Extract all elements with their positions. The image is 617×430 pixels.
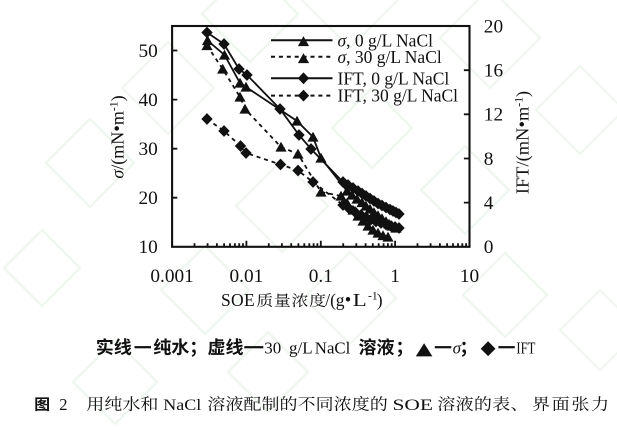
svg-text:σ: σ [453, 339, 462, 358]
svg-text:30: 30 [264, 339, 281, 358]
svg-text:10: 10 [139, 237, 158, 258]
svg-text:IFT: IFT [516, 339, 535, 358]
svg-text:50: 50 [139, 41, 158, 62]
svg-text:40: 40 [139, 90, 158, 111]
svg-text:SOE: SOE [393, 397, 434, 414]
svg-text:-1: -1 [368, 291, 378, 303]
svg-text:0.001: 0.001 [150, 266, 193, 287]
svg-text:12: 12 [484, 105, 503, 126]
svg-text:σ, 30 g/L NaCl: σ, 30 g/L NaCl [338, 47, 442, 67]
svg-text:IFT/(mN•m-1): IFT/(mN•m-1) [513, 91, 534, 194]
svg-text:g: g [336, 290, 345, 310]
svg-text:IFT, 0 g/L NaCl: IFT, 0 g/L NaCl [338, 68, 450, 88]
svg-text:0.1: 0.1 [309, 266, 333, 287]
svg-text:): ) [377, 290, 383, 310]
svg-text:4: 4 [484, 193, 494, 214]
svg-text:0.01: 0.01 [230, 266, 264, 287]
svg-text:20: 20 [139, 188, 158, 209]
svg-text:/(: /( [325, 290, 336, 310]
svg-text:L: L [353, 290, 367, 310]
svg-text:NaCl: NaCl [163, 397, 201, 414]
svg-text:8: 8 [484, 149, 494, 170]
svg-text:SOE: SOE [221, 290, 255, 310]
svg-text:2: 2 [59, 395, 67, 414]
svg-text:IFT, 30 g/L NaCl: IFT, 30 g/L NaCl [338, 86, 459, 106]
svg-text:NaCl: NaCl [315, 339, 351, 358]
svg-text:10: 10 [460, 266, 479, 287]
svg-text:0: 0 [484, 237, 494, 258]
svg-text:30: 30 [139, 139, 158, 160]
svg-text:16: 16 [484, 61, 504, 82]
svg-text:σ, 0 g/L NaCl: σ, 0 g/L NaCl [338, 30, 434, 50]
svg-text:g/L: g/L [289, 339, 313, 358]
svg-text:•: • [345, 291, 351, 311]
svg-text:20: 20 [484, 16, 503, 37]
svg-text:σ/(mN•m-1): σ/(mN•m-1) [108, 95, 129, 178]
svg-text:1: 1 [390, 266, 400, 287]
